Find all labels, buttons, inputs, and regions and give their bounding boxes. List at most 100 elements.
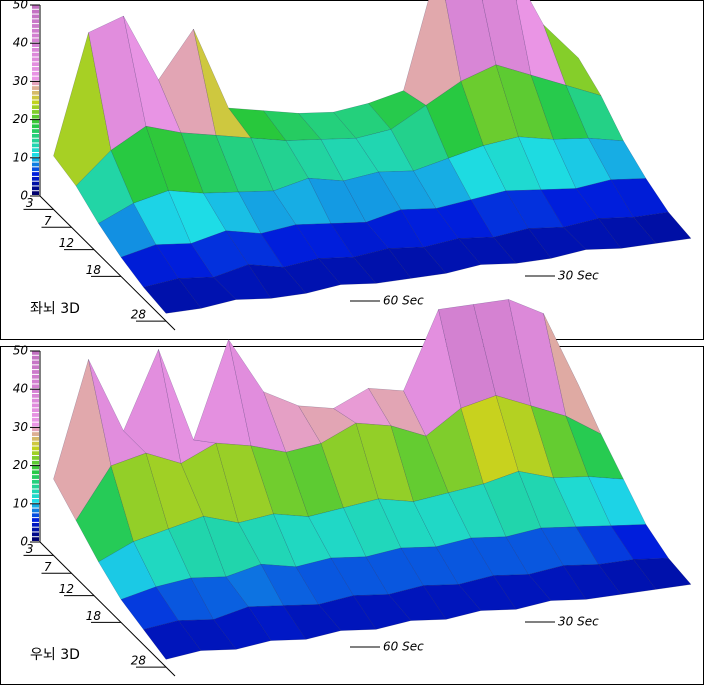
surface xyxy=(53,299,692,660)
colorbar xyxy=(32,24,39,28)
colorbar xyxy=(32,441,39,446)
colorbar xyxy=(32,191,39,195)
z-tick-label: 40 xyxy=(13,36,29,50)
colorbar xyxy=(32,413,39,417)
y-tick-label: 3 xyxy=(26,542,34,556)
colorbar xyxy=(32,494,39,499)
colorbar xyxy=(32,503,39,508)
y-tick-label: 7 xyxy=(44,560,52,574)
y-tick-label: 12 xyxy=(59,582,74,596)
colorbar xyxy=(32,432,39,436)
panel-label: 우뇌 3D xyxy=(30,647,80,663)
colorbar xyxy=(32,76,39,81)
colorbar xyxy=(32,456,39,460)
z-tick-label: 0 xyxy=(20,189,28,203)
z-tick-label: 20 xyxy=(13,458,29,472)
colorbar xyxy=(32,532,39,537)
colorbar xyxy=(32,143,39,148)
x-tick-label: 30 Sec xyxy=(558,269,599,283)
x-tick-label: 60 Sec xyxy=(383,640,424,654)
colorbar xyxy=(32,513,39,518)
colorbar xyxy=(32,489,39,494)
colorbar xyxy=(32,157,39,162)
colorbar xyxy=(32,365,39,370)
y-tick-label: 3 xyxy=(26,196,34,210)
z-tick-label: 50 xyxy=(13,0,29,12)
colorbar xyxy=(32,393,39,398)
colorbar xyxy=(32,176,39,181)
colorbar xyxy=(32,389,39,393)
colorbar xyxy=(32,162,39,167)
colorbar xyxy=(32,351,39,355)
colorbar xyxy=(32,470,39,475)
colorbar xyxy=(32,148,39,153)
y-tick-label: 7 xyxy=(44,214,52,228)
colorbar xyxy=(32,484,39,489)
colorbar xyxy=(32,172,39,176)
colorbar xyxy=(32,518,39,522)
x-tick-label: 60 Sec xyxy=(383,294,424,308)
colorbar xyxy=(32,95,39,100)
colorbar xyxy=(32,110,39,114)
colorbar xyxy=(32,43,39,47)
colorbar xyxy=(32,427,39,432)
colorbar xyxy=(32,100,39,105)
colorbar xyxy=(32,138,39,143)
colorbar xyxy=(32,114,39,119)
z-tick-label: 40 xyxy=(13,382,29,396)
colorbar xyxy=(32,379,39,384)
colorbar xyxy=(32,33,39,38)
colorbar xyxy=(32,105,39,110)
colorbar xyxy=(32,355,39,360)
y-tick-label: 18 xyxy=(86,609,102,623)
colorbar xyxy=(32,129,39,133)
surface-cell xyxy=(633,212,692,244)
colorbar xyxy=(32,522,39,527)
y-tick-label: 12 xyxy=(59,236,74,250)
colorbar xyxy=(32,5,39,9)
y-tick-label: 18 xyxy=(86,263,102,277)
colorbar xyxy=(32,67,39,71)
colorbar xyxy=(32,38,39,43)
colorbar xyxy=(32,86,39,90)
colorbar xyxy=(32,508,39,513)
z-tick-label: 30 xyxy=(13,420,29,434)
colorbar xyxy=(32,451,39,456)
y-tick-label: 28 xyxy=(131,654,147,668)
colorbar xyxy=(32,537,39,541)
colorbar xyxy=(32,57,39,62)
colorbar xyxy=(32,370,39,374)
z-tick-label: 50 xyxy=(13,344,29,358)
colorbar xyxy=(32,186,39,191)
colorbar xyxy=(32,124,39,129)
colorbar xyxy=(32,167,39,172)
colorbar xyxy=(32,403,39,408)
colorbar xyxy=(32,62,39,67)
colorbar xyxy=(32,9,39,14)
colorbar xyxy=(32,71,39,76)
x-tick-label: 30 Sec xyxy=(558,615,599,629)
colorbar xyxy=(32,52,39,57)
z-tick-label: 30 xyxy=(13,74,29,88)
surface xyxy=(53,0,692,314)
freq-axis xyxy=(39,541,176,677)
colorbar xyxy=(32,14,39,19)
colorbar xyxy=(32,460,39,465)
colorbar xyxy=(32,422,39,427)
colorbar xyxy=(32,465,39,470)
surface-cell xyxy=(633,558,692,590)
colorbar xyxy=(32,90,39,95)
y-tick-label: 28 xyxy=(131,308,147,322)
colorbar xyxy=(32,81,39,86)
colorbar xyxy=(32,446,39,451)
z-tick-label: 20 xyxy=(13,112,29,126)
colorbar xyxy=(32,527,39,532)
colorbar xyxy=(32,360,39,365)
colorbar xyxy=(32,475,39,479)
panel-label: 좌뇌 3D xyxy=(30,301,80,317)
colorbar xyxy=(32,408,39,413)
colorbar xyxy=(32,47,39,52)
colorbar xyxy=(32,153,39,157)
